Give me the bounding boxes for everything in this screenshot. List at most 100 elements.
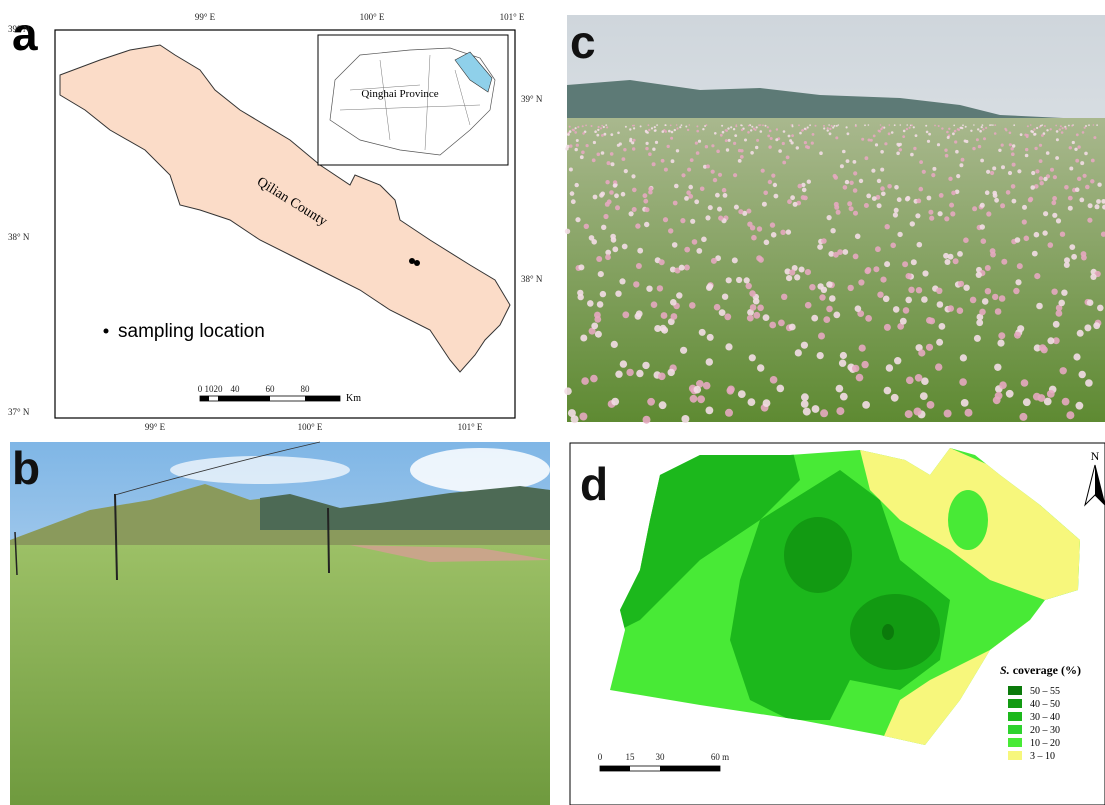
flower <box>566 144 570 149</box>
flower <box>686 128 690 132</box>
flower <box>847 201 853 207</box>
scale-label: 0 <box>198 384 203 394</box>
flower <box>809 284 816 291</box>
flower <box>1055 304 1063 312</box>
scale-label: 60 m <box>711 752 729 762</box>
flower <box>670 299 677 306</box>
flower <box>669 266 676 273</box>
scale-seg <box>218 396 235 401</box>
flower <box>610 340 618 348</box>
flower <box>998 148 1002 152</box>
flower <box>1040 346 1048 354</box>
flower <box>631 141 635 145</box>
flower <box>994 197 999 203</box>
flower <box>938 323 946 330</box>
flower <box>863 203 869 208</box>
zone <box>784 517 852 593</box>
flower <box>804 269 812 276</box>
flower <box>820 409 829 418</box>
flower <box>926 401 935 409</box>
flower <box>600 151 605 155</box>
flower <box>1042 230 1048 236</box>
flower <box>637 247 644 254</box>
flower <box>801 182 806 188</box>
flower <box>972 206 978 212</box>
flower <box>592 140 597 145</box>
flower <box>597 271 604 278</box>
flower <box>767 179 773 185</box>
flower <box>944 216 950 222</box>
flower <box>1059 125 1062 128</box>
flower <box>1041 134 1044 137</box>
flower <box>803 141 808 145</box>
flower <box>963 237 969 243</box>
flower <box>888 124 891 126</box>
panel-label: d <box>580 458 608 510</box>
flower <box>803 195 808 201</box>
photo-meadow <box>567 118 1105 422</box>
flower <box>947 305 954 312</box>
flower <box>975 138 979 142</box>
flower <box>918 349 926 357</box>
flower <box>1030 185 1035 190</box>
flower <box>946 130 949 134</box>
flower <box>605 254 611 261</box>
flower <box>828 132 832 136</box>
flower <box>956 128 960 131</box>
flower <box>670 130 674 134</box>
flower <box>1036 126 1039 130</box>
flower <box>902 307 910 314</box>
flower <box>1085 184 1090 190</box>
flower <box>568 167 573 172</box>
flower <box>1046 129 1049 132</box>
legend-swatch <box>1008 712 1022 721</box>
flower <box>648 189 653 195</box>
flower <box>826 281 833 288</box>
flower <box>921 296 928 303</box>
flower <box>1050 167 1054 172</box>
flower <box>869 138 873 142</box>
flower <box>623 148 627 152</box>
panel-a: Qinghai Province Qilian County sampling … <box>12 8 516 419</box>
flower <box>636 369 644 378</box>
flower <box>853 171 858 176</box>
flower <box>1067 195 1073 201</box>
flower <box>769 222 776 228</box>
flower <box>910 152 914 157</box>
flower <box>775 128 779 131</box>
flower <box>948 176 953 181</box>
flower <box>802 407 811 416</box>
flower <box>919 160 923 165</box>
flower <box>836 407 845 416</box>
scale-bar <box>599 765 721 772</box>
flower <box>1052 320 1060 328</box>
flower <box>989 124 991 126</box>
flower <box>681 415 690 423</box>
flower <box>871 168 876 173</box>
flower <box>1092 124 1095 126</box>
flower <box>1055 218 1062 224</box>
flower <box>570 199 576 205</box>
flower <box>833 311 841 319</box>
flower <box>801 393 809 402</box>
flower <box>952 132 955 136</box>
flower <box>768 145 772 149</box>
flower <box>826 215 832 221</box>
flower <box>911 124 913 127</box>
flower <box>590 125 593 127</box>
flower <box>1033 231 1040 238</box>
flower <box>1005 389 1014 398</box>
flower <box>944 153 949 158</box>
flower <box>690 218 696 224</box>
flower <box>678 264 685 271</box>
flower <box>706 333 714 341</box>
flower <box>1079 197 1085 203</box>
labels: 99° E 100° E 101° E 99° E 100° E 101° E 39° N 3… <box>8 12 729 762</box>
flower <box>577 293 584 301</box>
flower <box>791 124 794 126</box>
flower <box>852 160 857 164</box>
flower <box>1055 138 1059 142</box>
flower <box>680 218 686 224</box>
flower <box>603 132 607 136</box>
flower <box>1036 302 1043 310</box>
